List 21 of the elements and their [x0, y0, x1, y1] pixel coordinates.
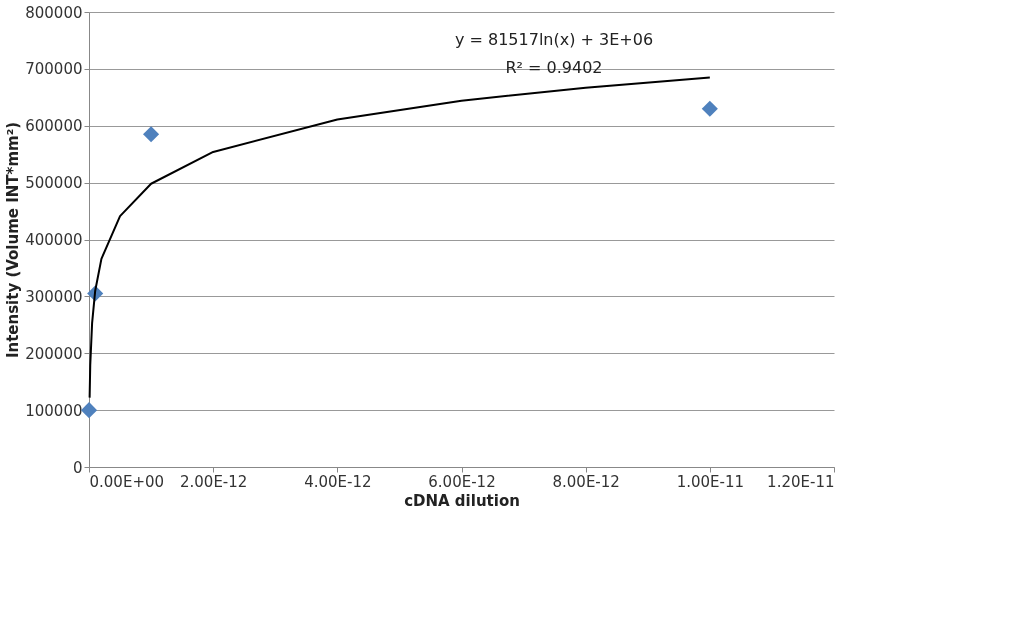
- x-axis-title: cDNA dilution: [404, 491, 520, 510]
- line-series: [88, 76, 711, 399]
- annotation: R² = 0.9402: [505, 58, 603, 77]
- y-tick-label: 400000: [25, 231, 83, 249]
- x-tick-label: 1.20E-11: [767, 472, 835, 491]
- y-tick-label: 600000: [25, 117, 83, 136]
- y-axis-title: Intensity (Volume INT*mm²): [4, 121, 23, 359]
- y-tick-label: 100000: [25, 401, 83, 420]
- y-tick-label: 500000: [25, 174, 83, 193]
- x-tick-label: 2.00E-12: [179, 472, 248, 491]
- y-tick-label: 700000: [25, 60, 83, 79]
- y-tick-label: 800000: [25, 3, 83, 22]
- y-tick-label: 300000: [25, 287, 83, 306]
- y-tick-label: 0: [72, 458, 83, 477]
- annotation: y = 81517ln(x) + 3E+06: [454, 30, 654, 49]
- x-tick-label: 6.00E-12: [428, 472, 496, 491]
- y-tick-label: 200000: [25, 344, 83, 363]
- x-tick-label: 0.00E+00: [89, 472, 165, 491]
- x-tick-label: 8.00E-12: [552, 472, 620, 491]
- x-tick-label: 4.00E-12: [304, 472, 372, 491]
- x-tick-label: 1.00E-11: [676, 472, 745, 491]
